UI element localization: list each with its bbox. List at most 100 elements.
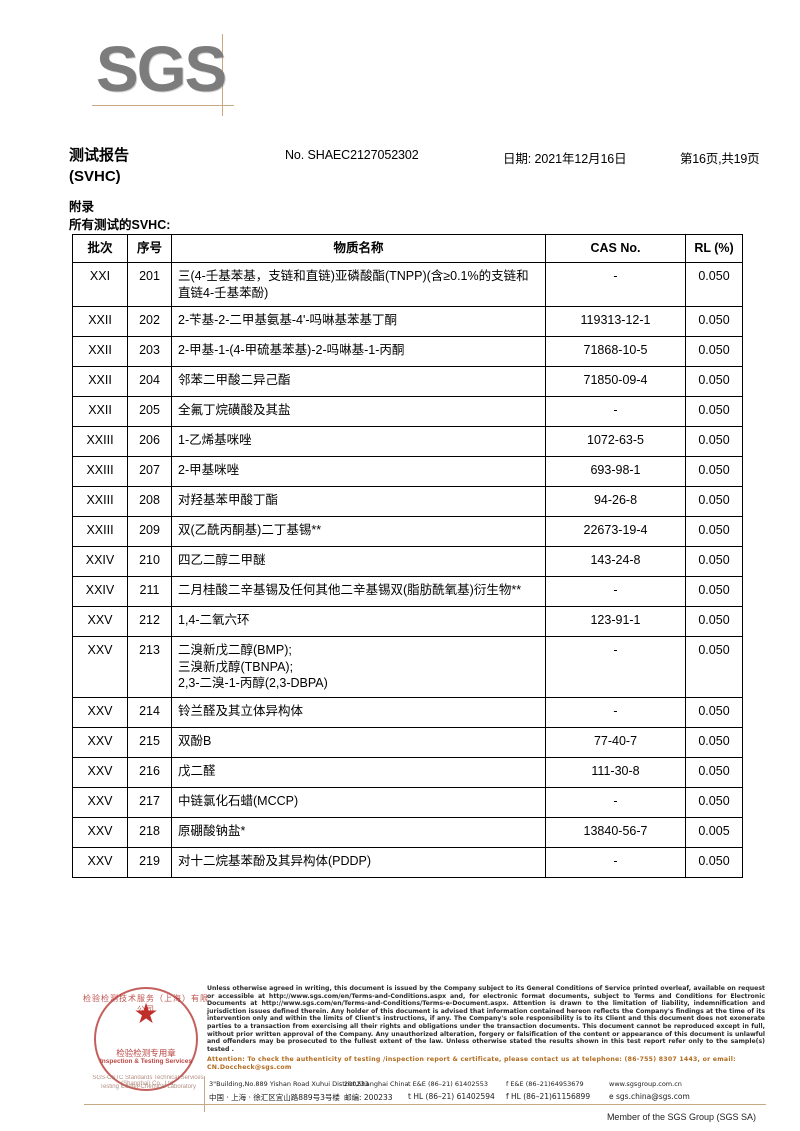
- cell-substance-name: 邻苯二甲酸二异己酯: [171, 366, 546, 397]
- cell-substance-name: 三(4-壬基苯基，支链和直链)亚磷酸酯(TNPP)(含≥0.1%的支链和直链4-…: [171, 262, 546, 307]
- legal-terms-text: Unless otherwise agreed in writing, this…: [207, 985, 765, 1053]
- cell-rl: 0.050: [685, 636, 743, 698]
- cell-cas-no: -: [545, 846, 686, 878]
- table-row: XXIV 211 二月桂酸二辛基锡及任何其他二辛基锡双(脂肪酰氧基)衍生物** -0.…: [72, 576, 743, 607]
- table-row: XXV 217 中链氯化石蜡(MCCP) -0.050: [72, 786, 743, 818]
- cell-batch: XXIII: [72, 456, 128, 487]
- table-body: XXI 201 三(4-壬基苯基，支链和直链)亚磷酸酯(TNPP)(含≥0.1%的支…: [72, 262, 743, 878]
- cell-substance-name: 1,4-二氧六环: [171, 606, 546, 637]
- cell-batch: XXIII: [72, 516, 128, 547]
- cell-rl: 0.050: [685, 456, 743, 487]
- table-row: XXV 219 对十二烷基苯酚及其异构体(PDDP) -0.050: [72, 846, 743, 878]
- table-row: XXV 216 戊二醛 111-30-8 0.050: [72, 756, 743, 788]
- seal-company-arc-text: 检验检测技术服务（上海）有限公司: [83, 994, 209, 1014]
- cell-rl: 0.050: [685, 396, 743, 427]
- seal-entity-line-2: Testing Center-Chemical Laboratory: [99, 1084, 197, 1090]
- table-row: XXIII 206 1-乙烯基咪唑 1072-63-5 0.050: [72, 426, 743, 457]
- seal-outer-circle: [94, 987, 198, 1091]
- cell-substance-name: 2-苄基-2-二甲基氨基-4'-吗啉基苯基丁酮: [171, 306, 546, 337]
- cell-substance-name: 二溴新戊二醇(BMP); 三溴新戊醇(TBNPA); 2,3-二溴-1-丙醇(2…: [171, 636, 546, 698]
- table-row: XXIII 209 双(乙酰丙酮基)二丁基锡** 22673-19-4 0.050: [72, 516, 743, 547]
- cell-batch: XXV: [72, 756, 128, 788]
- table-row: XXII 202 2-苄基-2-二甲基氨基-4'-吗啉基苯基丁酮 119313-12-…: [72, 306, 743, 337]
- cell-batch: XXIV: [72, 546, 128, 577]
- cell-rl: 0.050: [685, 726, 743, 758]
- address-tel1-cn: t HL (86–21) 61402594: [408, 1092, 495, 1101]
- cell-seq: 205: [127, 396, 172, 427]
- cell-batch: XXIII: [72, 486, 128, 517]
- cell-seq: 208: [127, 486, 172, 517]
- cell-batch: XXV: [72, 606, 128, 637]
- cell-cas-no: 94-26-8: [545, 486, 686, 517]
- address-tel1-en: t E&E (86–21) 61402553: [408, 1080, 488, 1088]
- cell-seq: 214: [127, 696, 172, 728]
- cell-cas-no: -: [545, 696, 686, 728]
- cell-cas-no: -: [545, 576, 686, 607]
- address-tel2-en: f E&E (86–21)64953679: [506, 1080, 584, 1088]
- cell-batch: XXI: [72, 262, 128, 307]
- cell-rl: 0.050: [685, 546, 743, 577]
- cell-rl: 0.050: [685, 262, 743, 307]
- cell-seq: 216: [127, 756, 172, 788]
- cell-substance-name: 1-乙烯基咪唑: [171, 426, 546, 457]
- cell-rl: 0.050: [685, 606, 743, 637]
- cell-cas-no: -: [545, 786, 686, 818]
- cell-seq: 204: [127, 366, 172, 397]
- cell-seq: 219: [127, 846, 172, 878]
- seal-entity-line-1: SGS-CSTC Standards Technical Services (S…: [92, 1075, 204, 1087]
- cell-substance-name: 原硼酸钠盐*: [171, 816, 546, 848]
- cell-cas-no: -: [545, 636, 686, 698]
- table-row: XXV 212 1,4-二氧六环 123-91-1 0.050: [72, 606, 743, 637]
- address-row-english: 3"Building,No.889 Yishan Road Xuhui Dist…: [209, 1080, 769, 1094]
- cell-batch: XXV: [72, 636, 128, 698]
- column-header-seq: 序号: [127, 234, 172, 263]
- member-of-sgs-group-text: Member of the SGS Group (SGS SA): [606, 1112, 756, 1122]
- cell-seq: 207: [127, 456, 172, 487]
- logo-crosshair-horizontal-line: [92, 105, 234, 106]
- cell-seq: 201: [127, 262, 172, 307]
- table-row: XXII 204 邻苯二甲酸二异己酯 71850-09-4 0.050: [72, 366, 743, 397]
- cell-seq: 209: [127, 516, 172, 547]
- document-footer: 检验检测技术服务（上海）有限公司 ★ 检验检测专用章 Inspection & …: [0, 975, 800, 1131]
- cell-seq: 203: [127, 336, 172, 367]
- cell-cas-no: -: [545, 262, 686, 307]
- sgs-logo-text: SGS: [96, 33, 227, 105]
- cell-seq: 211: [127, 576, 172, 607]
- cell-seq: 213: [127, 636, 172, 698]
- cell-substance-name: 全氟丁烷磺酸及其盐: [171, 396, 546, 427]
- table-row: XXI 201 三(4-壬基苯基，支链和直链)亚磷酸酯(TNPP)(含≥0.1%的支…: [72, 262, 743, 307]
- cell-batch: XXII: [72, 336, 128, 367]
- svhc-table: 批次 序号 物质名称 CAS No. RL (%) XXI 201 三(4-壬基苯基…: [72, 234, 743, 878]
- report-number: No. SHAEC2127052302: [285, 148, 419, 162]
- seal-english-label: Inspection & Testing Services: [100, 1058, 192, 1065]
- address-website[interactable]: www.sgsgroup.com.cn: [609, 1080, 682, 1088]
- address-email[interactable]: e sgs.china@sgs.com: [609, 1092, 690, 1101]
- cell-batch: XXIV: [72, 576, 128, 607]
- cell-cas-no: 22673-19-4: [545, 516, 686, 547]
- cell-rl: 0.005: [685, 816, 743, 848]
- cell-cas-no: 71850-09-4: [545, 366, 686, 397]
- table-header-row: 批次 序号 物质名称 CAS No. RL (%): [72, 234, 743, 263]
- address-row-chinese: 中国 · 上海 · 徐汇区宜山路889号3号楼 邮编: 200233 t HL …: [209, 1092, 769, 1106]
- report-header-row: 测试报告 (SVHC) No. SHAEC2127052302 日期: 2021…: [69, 145, 769, 199]
- cell-seq: 206: [127, 426, 172, 457]
- cell-cas-no: 13840-56-7: [545, 816, 686, 848]
- column-header-rl: RL (%): [685, 234, 743, 263]
- cell-batch: XXV: [72, 696, 128, 728]
- cell-substance-name: 对羟基苯甲酸丁酯: [171, 486, 546, 517]
- address-street-en: 3"Building,No.889 Yishan Road Xuhui Dist…: [209, 1080, 409, 1088]
- cell-cas-no: -: [545, 396, 686, 427]
- page-indicator: 第16页,共19页: [680, 152, 760, 166]
- cell-rl: 0.050: [685, 366, 743, 397]
- cell-rl: 0.050: [685, 846, 743, 878]
- cell-batch: XXV: [72, 816, 128, 848]
- column-header-batch: 批次: [72, 234, 128, 263]
- cell-substance-name: 2-甲基-1-(4-甲硫基苯基)-2-吗啉基-1-丙酮: [171, 336, 546, 367]
- cell-rl: 0.050: [685, 336, 743, 367]
- table-row: XXIII 208 对羟基苯甲酸丁酯 94-26-8 0.050: [72, 486, 743, 517]
- cell-substance-name: 铃兰醛及其立体异构体: [171, 696, 546, 728]
- table-row: XXIV 210 四乙二醇二甲醚 143-24-8 0.050: [72, 546, 743, 577]
- report-date: 日期: 2021年12月16日: [503, 152, 627, 166]
- cell-rl: 0.050: [685, 786, 743, 818]
- cell-substance-name: 双酚B: [171, 726, 546, 758]
